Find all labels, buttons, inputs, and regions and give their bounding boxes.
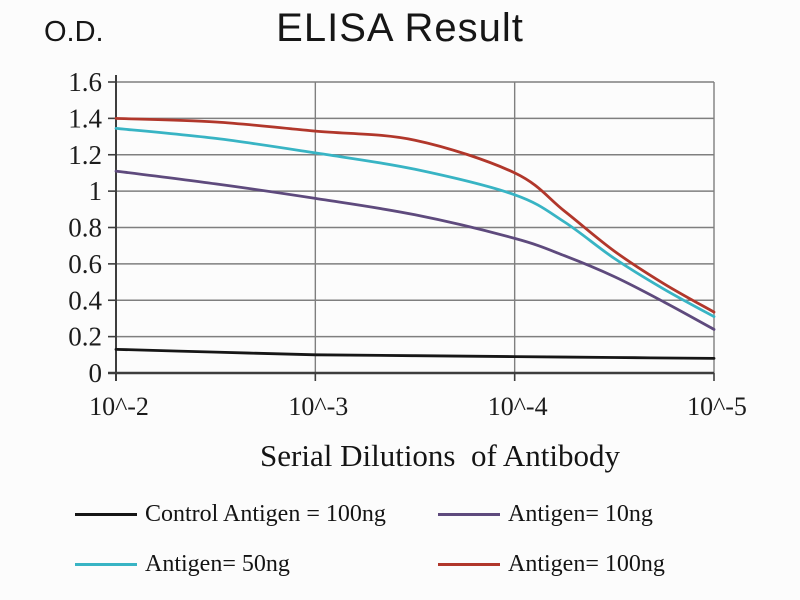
series-line-0 xyxy=(114,347,716,360)
legend-item-0: Control Antigen = 100ng xyxy=(75,498,438,531)
x-tick-label: 10^-3 xyxy=(288,392,348,421)
legend-line-icon xyxy=(75,513,137,516)
x-axis-label: Serial Dilutions of Antibody xyxy=(260,438,620,473)
legend-line-icon xyxy=(438,513,500,516)
legend-label: Antigen= 100ng xyxy=(508,551,665,577)
legend-line-icon xyxy=(438,563,500,566)
y-tick-label: 0.6 xyxy=(68,249,102,279)
legend-item-2: Antigen= 50ng xyxy=(75,548,438,581)
legend: Control Antigen = 100ng Antigen= 10ng Anti… xyxy=(75,498,725,581)
y-tick-label: 1 xyxy=(89,176,103,206)
chart-title: ELISA Result xyxy=(276,6,524,50)
x-tick-label: 10^-2 xyxy=(89,392,149,421)
y-tick-label: 1.2 xyxy=(68,140,102,170)
legend-label: Control Antigen = 100ng xyxy=(145,501,386,527)
x-tick-label: 10^-4 xyxy=(488,392,548,421)
series-line-1 xyxy=(114,169,716,331)
y-tick-label: 1.4 xyxy=(68,103,102,133)
series-line-2 xyxy=(114,126,716,318)
y-tick-label: 0.2 xyxy=(68,322,102,352)
y-tick-label: 0.4 xyxy=(68,285,102,315)
legend-label: Antigen= 10ng xyxy=(508,501,653,527)
y-tick-label: 1.6 xyxy=(68,67,102,97)
legend-label: Antigen= 50ng xyxy=(145,551,290,577)
y-tick-label: 0.8 xyxy=(68,213,102,243)
legend-item-1: Antigen= 10ng xyxy=(438,498,725,531)
y-tick-label: 0 xyxy=(89,358,103,388)
series-line-3 xyxy=(114,116,716,314)
legend-item-3: Antigen= 100ng xyxy=(438,548,725,581)
y-axis-unit-label: O.D. xyxy=(44,16,104,48)
x-tick-label: 10^-5 xyxy=(687,392,747,421)
legend-line-icon xyxy=(75,563,137,566)
